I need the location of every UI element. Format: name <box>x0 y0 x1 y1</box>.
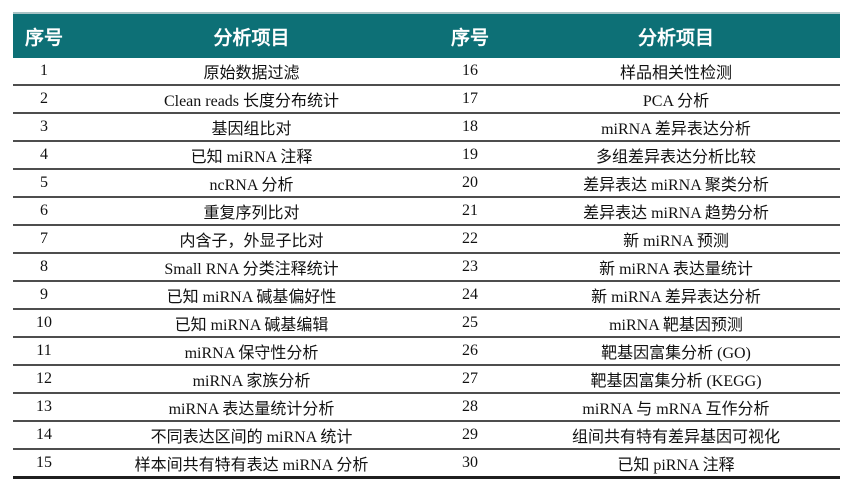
row-number: 14 <box>13 421 75 450</box>
analysis-item: miRNA 靶基因预测 <box>512 309 840 338</box>
analysis-item: 已知 miRNA 碱基偏好性 <box>75 281 428 310</box>
table-row: 7 内含子，外显子比对 22 新 miRNA 预测 <box>13 225 840 254</box>
row-number: 25 <box>428 309 512 338</box>
table-row: 6 重复序列比对 21 差异表达 miRNA 趋势分析 <box>13 197 840 226</box>
table-row: 1 原始数据过滤 16 样品相关性检测 <box>13 58 840 86</box>
row-number: 23 <box>428 253 512 282</box>
row-number: 12 <box>13 365 75 394</box>
analysis-item: 新 miRNA 表达量统计 <box>512 253 840 282</box>
table-row: 3 基因组比对 18 miRNA 差异表达分析 <box>13 113 840 142</box>
analysis-item: Clean reads 长度分布统计 <box>75 85 428 114</box>
table-header: 序号 分析项目 序号 分析项目 <box>13 12 840 58</box>
header-row: 序号 分析项目 序号 分析项目 <box>13 12 840 58</box>
table-row: 15 样本间共有特有表达 miRNA 分析 30 已知 piRNA 注释 <box>13 449 840 479</box>
row-number: 4 <box>13 141 75 170</box>
analysis-item: miRNA 差异表达分析 <box>512 113 840 142</box>
row-number: 16 <box>428 58 512 86</box>
table-body: 1 原始数据过滤 16 样品相关性检测 2 Clean reads 长度分布统计… <box>13 58 840 479</box>
analysis-item: 样本间共有特有表达 miRNA 分析 <box>75 449 428 479</box>
analysis-item: 组间共有特有差异基因可视化 <box>512 421 840 450</box>
table-row: 8 Small RNA 分类注释统计 23 新 miRNA 表达量统计 <box>13 253 840 282</box>
row-number: 5 <box>13 169 75 198</box>
analysis-item: 新 miRNA 预测 <box>512 225 840 254</box>
analysis-item: 多组差异表达分析比较 <box>512 141 840 170</box>
analysis-item: 已知 miRNA 碱基编辑 <box>75 309 428 338</box>
row-number: 1 <box>13 58 75 86</box>
analysis-item: 靶基因富集分析 (KEGG) <box>512 365 840 394</box>
analysis-item: 靶基因富集分析 (GO) <box>512 337 840 366</box>
analysis-item: 差异表达 miRNA 趋势分析 <box>512 197 840 226</box>
table-row: 11 miRNA 保守性分析 26 靶基因富集分析 (GO) <box>13 337 840 366</box>
row-number: 6 <box>13 197 75 226</box>
analysis-item: 基因组比对 <box>75 113 428 142</box>
row-number: 30 <box>428 449 512 479</box>
row-number: 28 <box>428 393 512 422</box>
table-row: 5 ncRNA 分析 20 差异表达 miRNA 聚类分析 <box>13 169 840 198</box>
analysis-item: miRNA 与 mRNA 互作分析 <box>512 393 840 422</box>
analysis-item: PCA 分析 <box>512 85 840 114</box>
analysis-items-table: 序号 分析项目 序号 分析项目 1 原始数据过滤 16 样品相关性检测 2 Cl… <box>13 12 840 479</box>
row-number: 17 <box>428 85 512 114</box>
table-row: 2 Clean reads 长度分布统计 17 PCA 分析 <box>13 85 840 114</box>
row-number: 20 <box>428 169 512 198</box>
header-item-left: 分析项目 <box>75 12 428 58</box>
row-number: 29 <box>428 421 512 450</box>
analysis-item: miRNA 表达量统计分析 <box>75 393 428 422</box>
row-number: 22 <box>428 225 512 254</box>
analysis-item: Small RNA 分类注释统计 <box>75 253 428 282</box>
analysis-item: 不同表达区间的 miRNA 统计 <box>75 421 428 450</box>
row-number: 11 <box>13 337 75 366</box>
row-number: 13 <box>13 393 75 422</box>
header-no-left: 序号 <box>13 12 75 58</box>
table-row: 12 miRNA 家族分析 27 靶基因富集分析 (KEGG) <box>13 365 840 394</box>
row-number: 18 <box>428 113 512 142</box>
row-number: 15 <box>13 449 75 479</box>
row-number: 21 <box>428 197 512 226</box>
analysis-item: 已知 miRNA 注释 <box>75 141 428 170</box>
row-number: 24 <box>428 281 512 310</box>
table-row: 13 miRNA 表达量统计分析 28 miRNA 与 mRNA 互作分析 <box>13 393 840 422</box>
row-number: 7 <box>13 225 75 254</box>
row-number: 10 <box>13 309 75 338</box>
analysis-item: 原始数据过滤 <box>75 58 428 86</box>
row-number: 2 <box>13 85 75 114</box>
header-item-right: 分析项目 <box>512 12 840 58</box>
row-number: 8 <box>13 253 75 282</box>
analysis-item: miRNA 保守性分析 <box>75 337 428 366</box>
analysis-item: ncRNA 分析 <box>75 169 428 198</box>
analysis-item: 新 miRNA 差异表达分析 <box>512 281 840 310</box>
table-row: 10 已知 miRNA 碱基编辑 25 miRNA 靶基因预测 <box>13 309 840 338</box>
table-row: 14 不同表达区间的 miRNA 统计 29 组间共有特有差异基因可视化 <box>13 421 840 450</box>
analysis-item: 已知 piRNA 注释 <box>512 449 840 479</box>
analysis-item: 样品相关性检测 <box>512 58 840 86</box>
row-number: 19 <box>428 141 512 170</box>
analysis-item: 差异表达 miRNA 聚类分析 <box>512 169 840 198</box>
analysis-item: 重复序列比对 <box>75 197 428 226</box>
analysis-item: 内含子，外显子比对 <box>75 225 428 254</box>
table-row: 9 已知 miRNA 碱基偏好性 24 新 miRNA 差异表达分析 <box>13 281 840 310</box>
row-number: 26 <box>428 337 512 366</box>
table-row: 4 已知 miRNA 注释 19 多组差异表达分析比较 <box>13 141 840 170</box>
header-no-right: 序号 <box>428 12 512 58</box>
analysis-item: miRNA 家族分析 <box>75 365 428 394</box>
row-number: 9 <box>13 281 75 310</box>
row-number: 3 <box>13 113 75 142</box>
row-number: 27 <box>428 365 512 394</box>
